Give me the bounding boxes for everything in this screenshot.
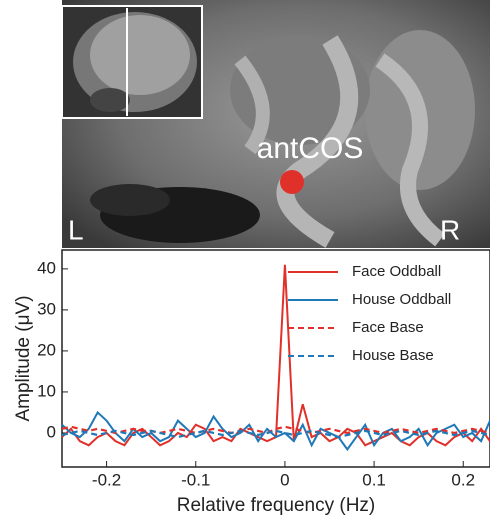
legend-label: Face Oddball [352,263,441,280]
y-tick-label: 30 [37,299,56,318]
series-line [61,429,490,439]
plot: 0 10 20 30 40 -0.2 -0.1 0 0.1 0.2 Relative frequen… [13,249,490,516]
x-tick-label: -0.1 [181,470,210,489]
roi-dot [280,170,304,194]
legend-label: House Base [352,347,434,364]
series-line [61,425,490,435]
y-axis-label: Amplitude (μV) [13,295,34,421]
left-label: L [68,214,84,245]
right-label: R [440,214,460,245]
x-tick-label: -0.2 [92,470,121,489]
x-tick-label: 0.2 [451,470,475,489]
y-tick-label: 0 [47,422,56,441]
x-tick-label: 0 [280,470,289,489]
y-tick-label: 10 [37,381,56,400]
y-tick-label: 20 [37,340,56,359]
mri-image [61,0,490,248]
x-tick-label: 0.1 [362,470,386,489]
legend-label: House Oddball [352,291,451,308]
x-axis-label: Relative frequency (Hz) [177,495,376,516]
roi-label: antCOS [257,132,364,165]
legend-label: Face Base [352,319,424,336]
y-tick-label: 40 [37,258,56,277]
